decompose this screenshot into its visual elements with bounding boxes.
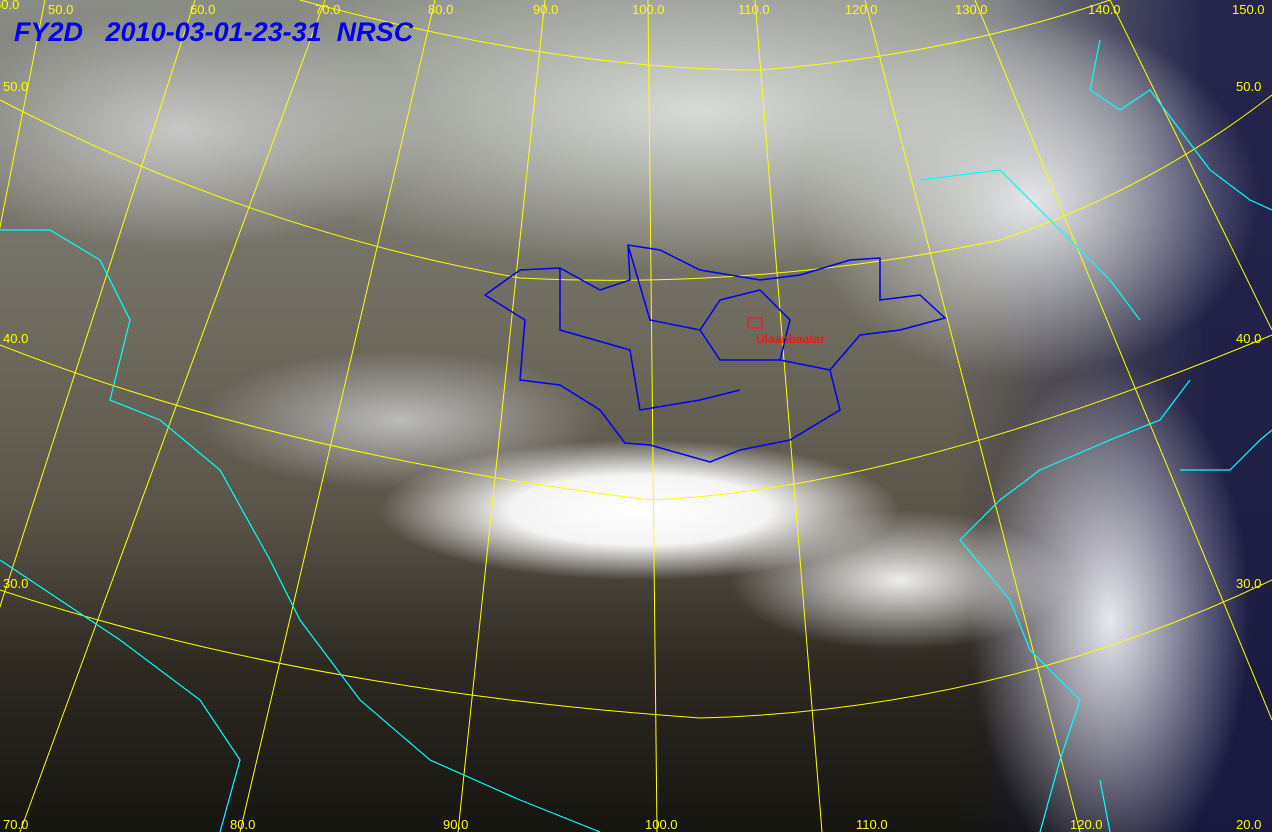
meridian-140 — [1109, 0, 1272, 331]
top-label: 110.0 — [738, 2, 770, 17]
bottom-label: 100.0 — [645, 817, 678, 832]
left-label: 70.0 — [3, 817, 29, 832]
right-label: 20.0 — [1236, 817, 1262, 832]
image-title: FY2D 2010-03-01-23-31 NRSC — [14, 17, 414, 47]
meridian-70 — [19, 0, 326, 832]
meridian-80 — [239, 0, 436, 832]
left-label: 50.0 — [3, 79, 29, 94]
top-label: 150.0 — [1232, 2, 1265, 17]
parallel-50 — [0, 94, 1272, 281]
bottom-label: 80.0 — [230, 817, 256, 832]
coastlines — [0, 39, 1272, 832]
meridian-60 — [0, 0, 196, 609]
bottom-label: 110.0 — [856, 817, 888, 832]
bottom-label: 90.0 — [443, 817, 469, 832]
meridian-100 — [647, 0, 658, 832]
ulaanbaatar-marker — [747, 317, 763, 329]
parallel-30 — [0, 579, 1272, 719]
left-label: 30.0 — [3, 576, 29, 591]
parallel-60 — [299, 0, 1111, 71]
meridian-130 — [974, 0, 1272, 721]
mongolia-borders — [483, 244, 947, 463]
right-label: 50.0 — [1236, 79, 1262, 94]
meridian-120 — [864, 0, 1081, 832]
top-label: 70.0 — [315, 2, 341, 17]
top-label: 130.0 — [955, 2, 988, 17]
parallel-40 — [0, 334, 1272, 501]
top-label: 60.0 — [190, 2, 216, 17]
top-label: 60.0 — [0, 0, 20, 12]
left-label: 40.0 — [3, 331, 29, 346]
meridian-90 — [457, 0, 546, 832]
bottom-label: 120.0 — [1070, 817, 1103, 832]
top-label: 140.0 — [1088, 2, 1121, 17]
meridian-50 — [0, 0, 46, 230]
top-label: 50.0 — [48, 2, 74, 17]
right-label: 30.0 — [1236, 576, 1262, 591]
top-label: 120.0 — [845, 2, 878, 17]
top-label: 90.0 — [533, 2, 559, 17]
top-label: 80.0 — [428, 2, 454, 17]
meridian-110 — [754, 0, 823, 832]
city-label-ulaanbaatar: Ulaanbaatar — [756, 332, 825, 346]
top-label: 100.0 — [632, 2, 665, 17]
right-label: 40.0 — [1236, 331, 1262, 346]
